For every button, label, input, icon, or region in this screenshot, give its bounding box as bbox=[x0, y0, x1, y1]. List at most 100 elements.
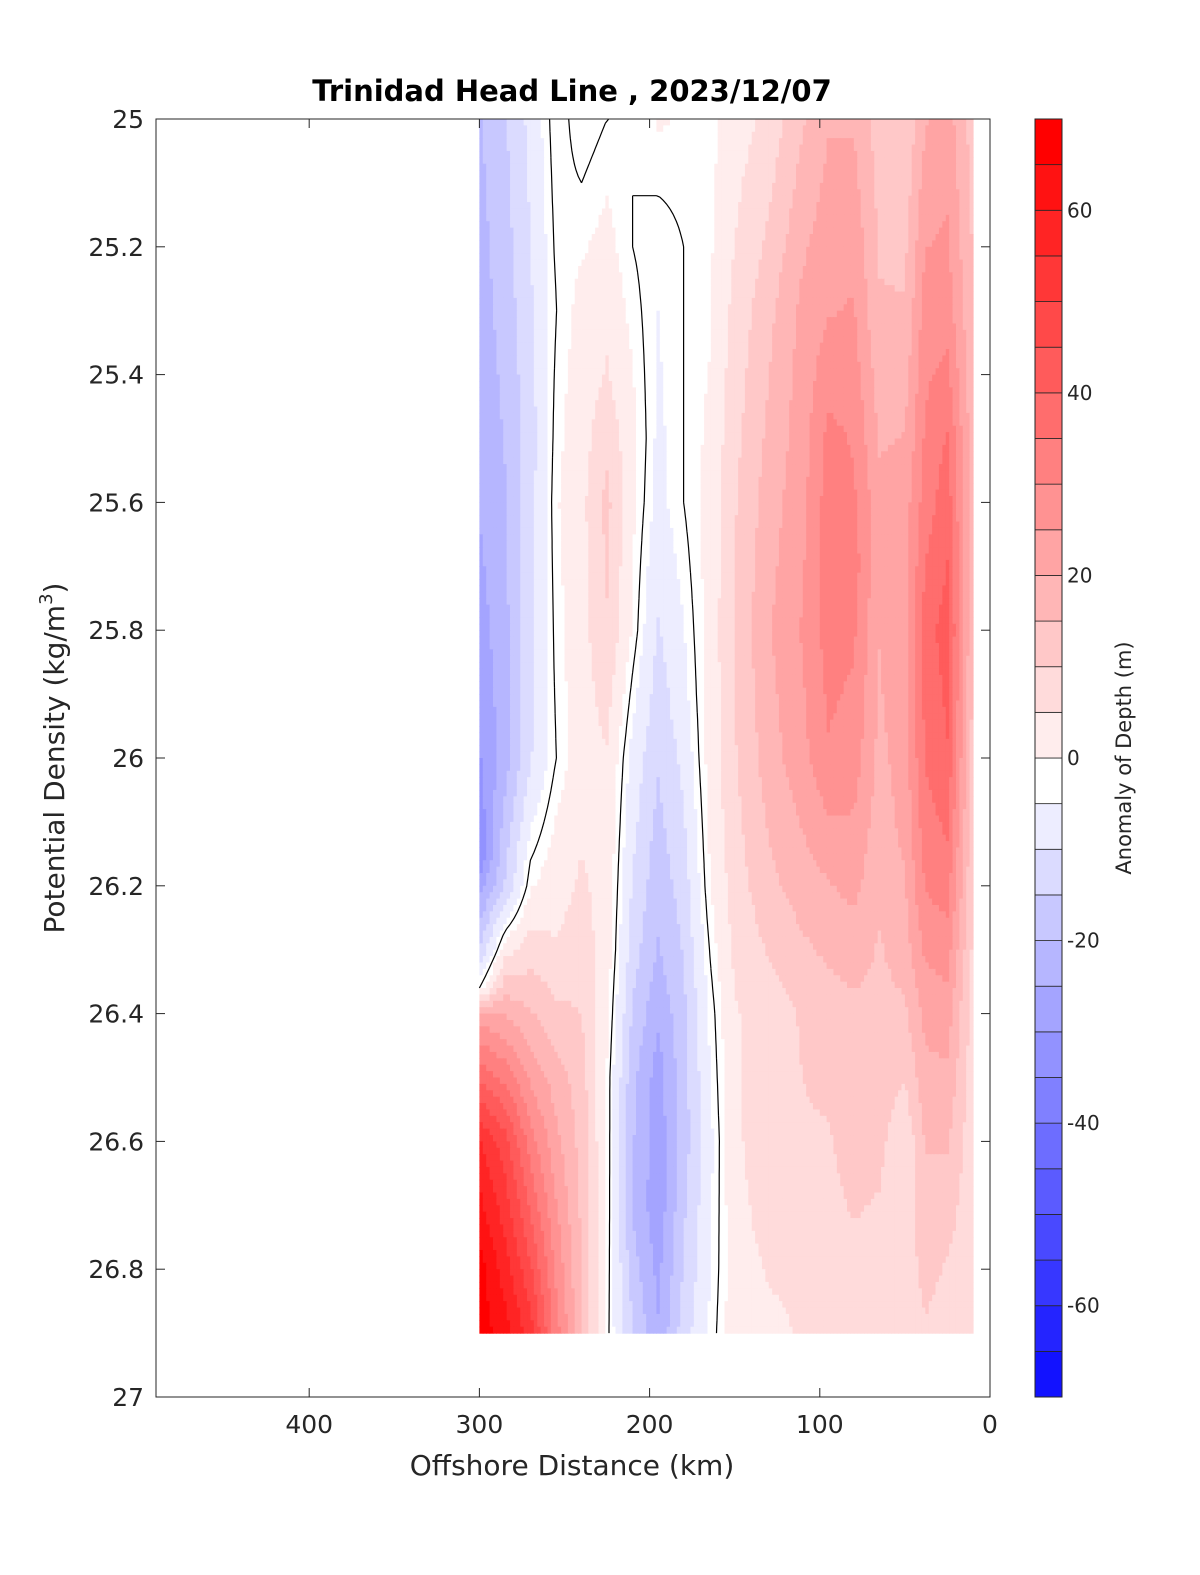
field-cell bbox=[799, 323, 803, 330]
field-cell bbox=[833, 125, 837, 132]
field-cell bbox=[833, 189, 837, 196]
field-cell bbox=[650, 292, 654, 299]
field-cell bbox=[844, 183, 848, 190]
field-cell bbox=[541, 260, 545, 267]
field-cell bbox=[510, 285, 514, 292]
field-cell bbox=[833, 228, 837, 235]
field-cell bbox=[827, 196, 831, 203]
field-cell bbox=[650, 285, 654, 292]
field-cell bbox=[541, 234, 545, 241]
field-cell bbox=[483, 215, 487, 222]
field-cell bbox=[735, 323, 739, 330]
field-cell bbox=[551, 323, 555, 330]
field-cell bbox=[844, 311, 848, 318]
field-cell bbox=[592, 253, 596, 260]
field-cell bbox=[759, 221, 763, 228]
field-cell bbox=[769, 240, 773, 247]
field-cell bbox=[919, 304, 923, 311]
field-cell bbox=[742, 164, 746, 171]
field-cell bbox=[616, 125, 620, 132]
field-cell bbox=[949, 170, 953, 177]
field-cell bbox=[718, 323, 722, 330]
field-cell bbox=[667, 311, 671, 318]
field-cell bbox=[844, 304, 848, 311]
field-cell bbox=[884, 208, 888, 215]
field-cell bbox=[707, 253, 711, 260]
field-cell bbox=[936, 228, 940, 235]
field-cell bbox=[752, 151, 756, 158]
field-cell bbox=[633, 119, 637, 126]
field-cell bbox=[684, 132, 688, 139]
field-cell bbox=[810, 215, 814, 222]
field-cell bbox=[568, 183, 572, 190]
field-cell bbox=[949, 253, 953, 260]
field-cell bbox=[833, 157, 837, 164]
field-cell bbox=[592, 196, 596, 203]
field-cell bbox=[609, 145, 613, 152]
field-cell bbox=[776, 221, 780, 228]
field-cell bbox=[660, 183, 664, 190]
field-cell bbox=[867, 292, 871, 299]
field-cell bbox=[626, 228, 630, 235]
field-cell bbox=[626, 317, 630, 324]
field-cell bbox=[782, 240, 786, 247]
field-cell bbox=[799, 311, 803, 318]
field-cell bbox=[701, 323, 705, 330]
field-cell bbox=[718, 202, 722, 209]
field-cell bbox=[602, 145, 606, 152]
field-cell bbox=[966, 298, 970, 305]
field-cell bbox=[527, 272, 531, 279]
field-cell bbox=[724, 208, 728, 215]
field-cell bbox=[735, 234, 739, 241]
field-cell bbox=[701, 279, 705, 286]
field-cell bbox=[959, 170, 963, 177]
field-cell bbox=[609, 247, 613, 254]
field-cell bbox=[643, 285, 647, 292]
field-cell bbox=[677, 253, 681, 260]
field-cell bbox=[867, 266, 871, 273]
field-cell bbox=[483, 228, 487, 235]
field-cell bbox=[970, 234, 974, 241]
field-cell bbox=[684, 317, 688, 324]
field-cell bbox=[534, 170, 538, 177]
field-cell bbox=[493, 132, 497, 139]
field-cell bbox=[500, 228, 504, 235]
field-cell bbox=[724, 119, 728, 126]
field-cell bbox=[626, 253, 630, 260]
field-cell bbox=[742, 285, 746, 292]
field-cell bbox=[901, 253, 905, 260]
field-cell bbox=[769, 196, 773, 203]
field-cell bbox=[769, 292, 773, 299]
field-cell bbox=[527, 196, 531, 203]
field-cell bbox=[609, 151, 613, 158]
field-cell bbox=[684, 311, 688, 318]
field-cell bbox=[966, 260, 970, 267]
field-cell bbox=[500, 189, 504, 196]
field-cell bbox=[718, 119, 722, 126]
field-cell bbox=[667, 323, 671, 330]
field-cell bbox=[966, 215, 970, 222]
field-cell bbox=[701, 228, 705, 235]
field-cell bbox=[660, 145, 664, 152]
field-cell bbox=[949, 177, 953, 184]
field-cell bbox=[850, 234, 854, 241]
field-cell bbox=[667, 253, 671, 260]
field-cell bbox=[861, 170, 865, 177]
field-cell bbox=[609, 323, 613, 330]
field-cell bbox=[874, 202, 878, 209]
field-cell bbox=[602, 272, 606, 279]
field-cell bbox=[575, 253, 579, 260]
field-cell bbox=[844, 292, 848, 299]
field-cell bbox=[816, 272, 820, 279]
field-cell bbox=[667, 266, 671, 273]
field-cell bbox=[575, 119, 579, 126]
field-cell bbox=[919, 272, 923, 279]
field-cell bbox=[769, 138, 773, 145]
field-cell bbox=[541, 330, 545, 337]
field-cell bbox=[684, 266, 688, 273]
field-cell bbox=[891, 151, 895, 158]
field-cell bbox=[660, 317, 664, 324]
field-cell bbox=[718, 253, 722, 260]
field-cell bbox=[816, 189, 820, 196]
field-cell bbox=[483, 311, 487, 318]
